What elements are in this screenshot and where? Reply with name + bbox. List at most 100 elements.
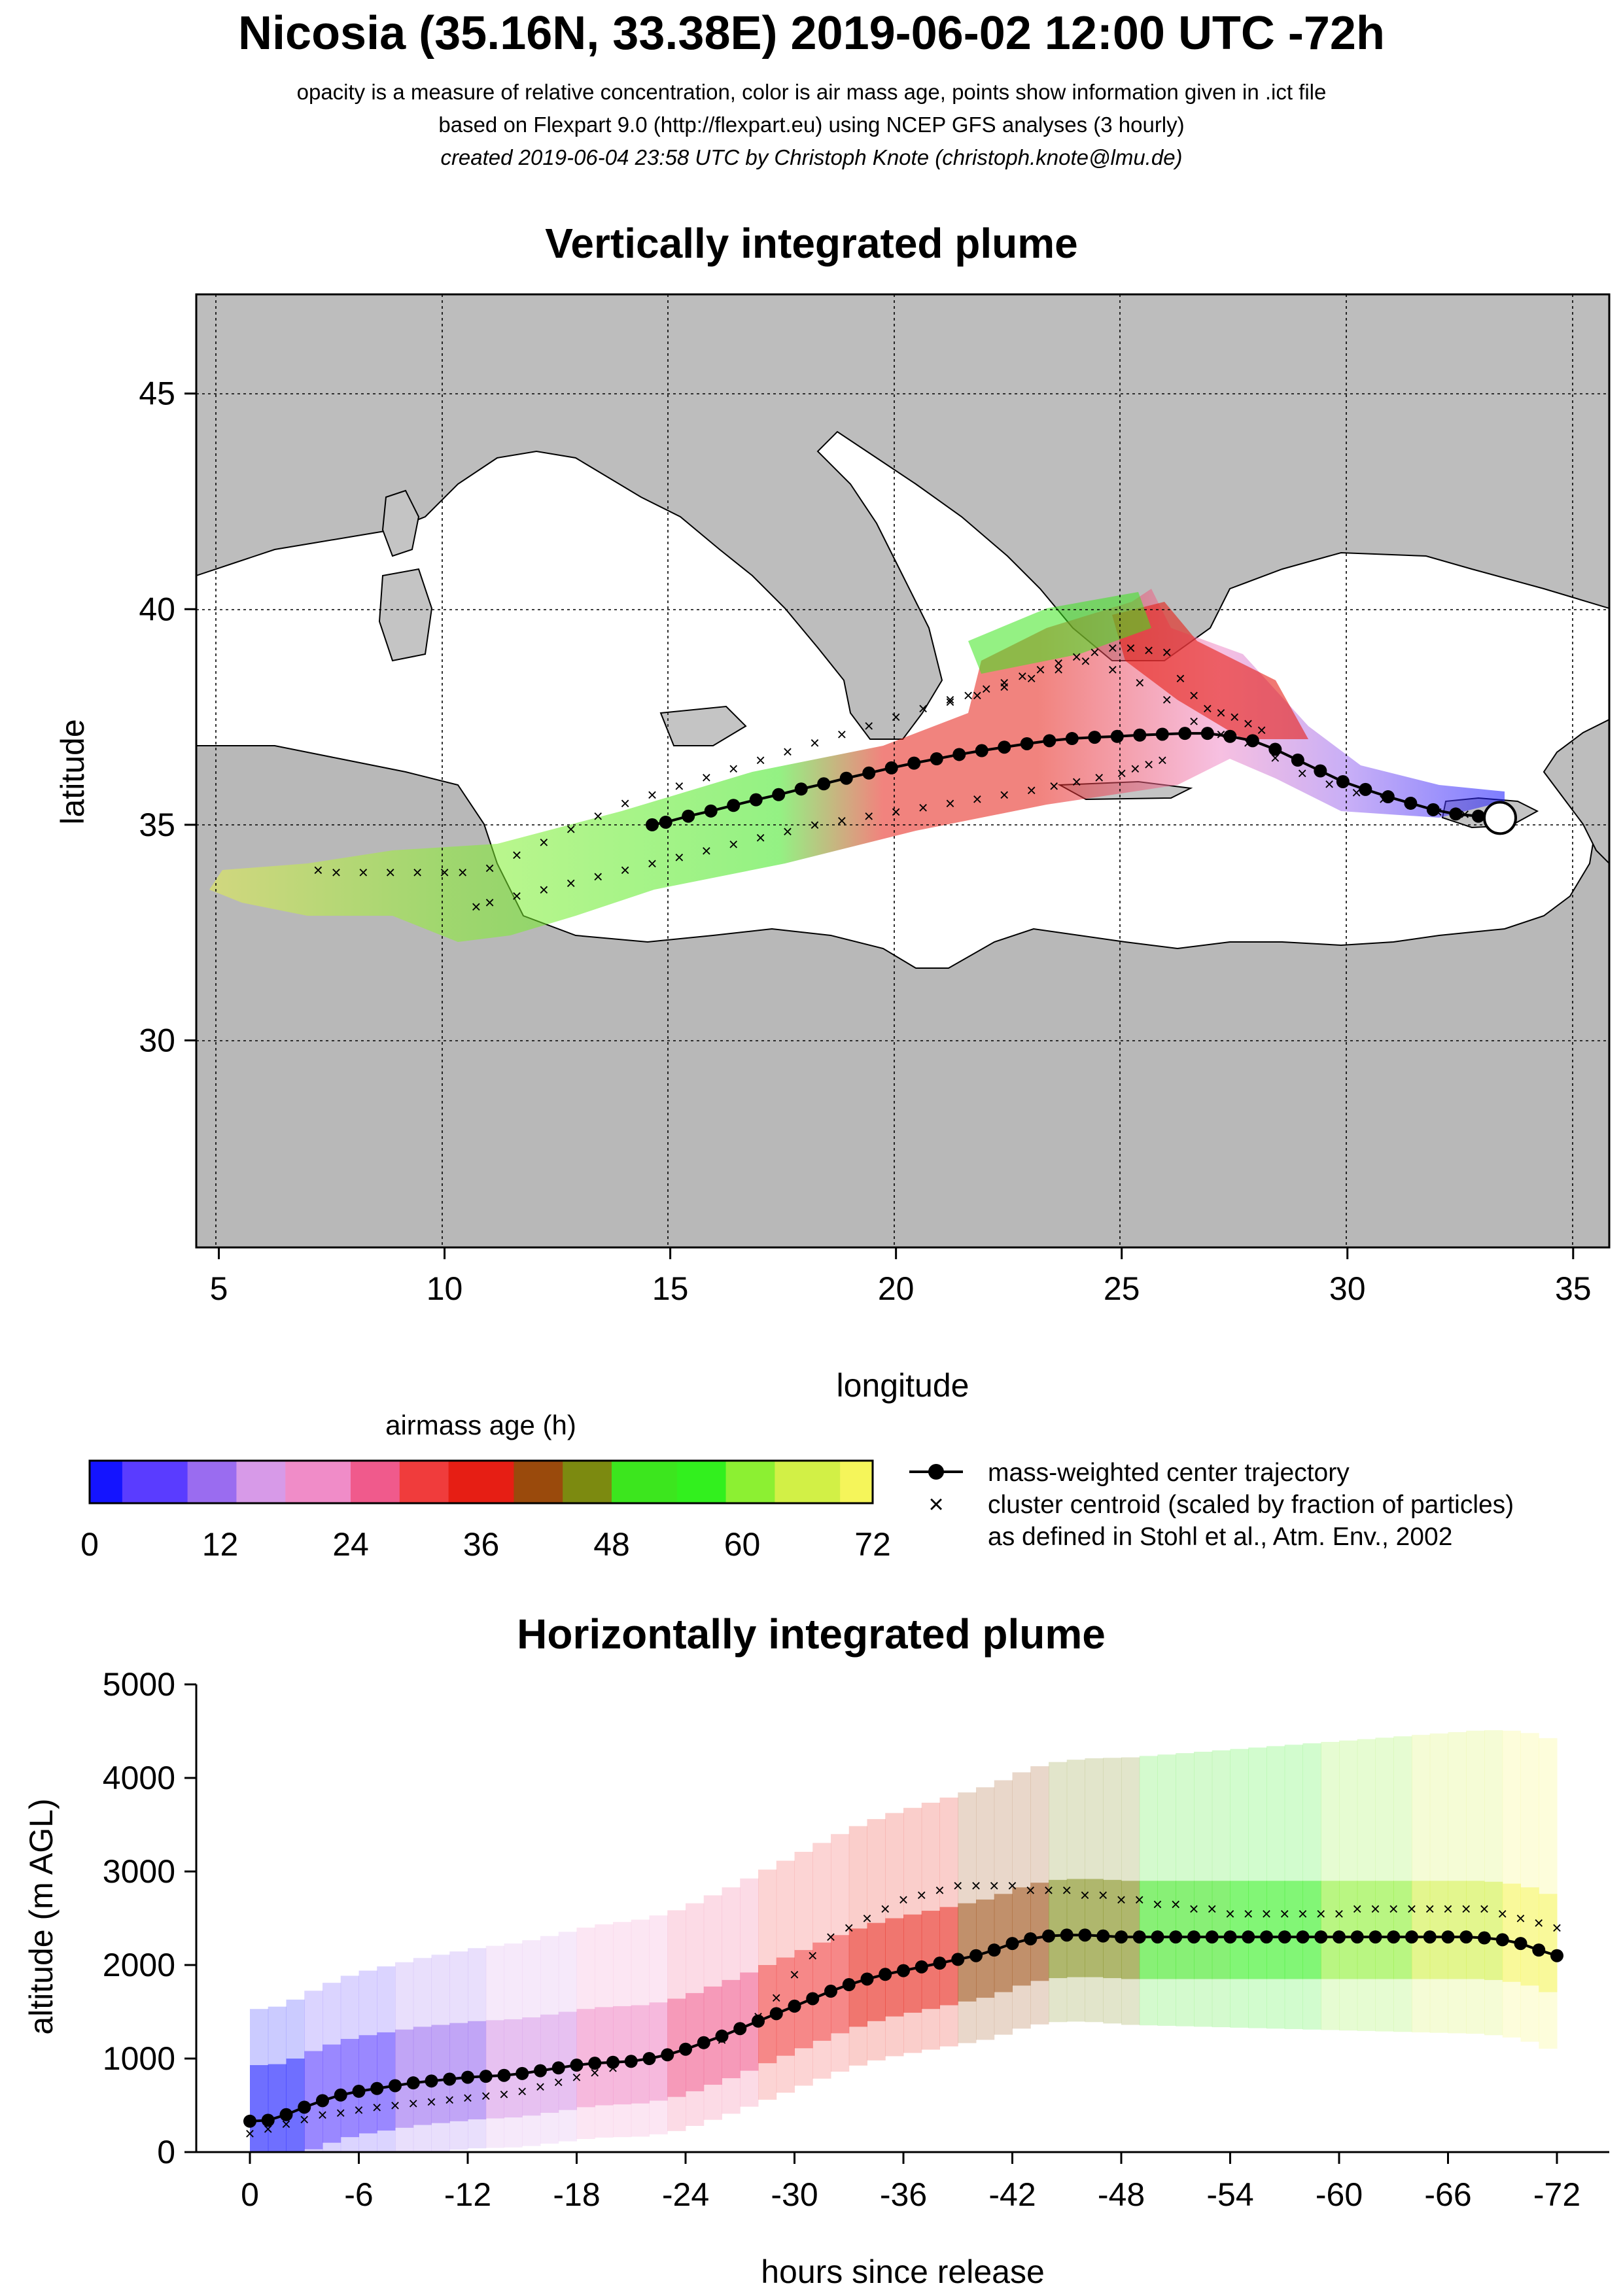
altitude-cluster-mark: × (245, 2123, 254, 2143)
altitude-core-column (1194, 1881, 1213, 1979)
map-cluster-mark: × (918, 699, 928, 718)
legend-reference: as defined in Stohl et al., Atm. Env., 2… (988, 1523, 1452, 1551)
map-cluster-mark: × (440, 862, 449, 882)
colorbar-cell (530, 1461, 547, 1503)
altitude-x-axis: 0 -6 -12 -18 -24 -30 -36 -42 -48 -54 -60 -66 -72 (241, 2152, 1580, 2213)
map-center-trajectory (645, 727, 1507, 831)
map-cluster-mark: × (358, 862, 368, 882)
altitude-cluster-mark: × (989, 1875, 999, 1895)
altitude-cluster-mark: × (1389, 1899, 1399, 1919)
altitude-center-point (679, 2042, 692, 2056)
colorbar-title: airmass age (h) (385, 1410, 576, 1440)
map-center-point (1155, 727, 1169, 741)
colorbar-tick-label: 0 (80, 1526, 99, 1563)
altitude-center-point (588, 2057, 602, 2070)
map-x-tick-label: 25 (1104, 1270, 1140, 1307)
altitude-cluster-mark: × (1043, 1881, 1053, 1900)
map-center-point (907, 756, 921, 770)
colorbar-tick-label: 60 (724, 1526, 761, 1563)
altitude-center-point (1369, 1930, 1382, 1944)
map-cluster-mark: × (1202, 699, 1212, 718)
colorbar-cell (775, 1461, 792, 1503)
altitude-x-tick-label: -30 (771, 2176, 818, 2213)
altitude-center-point (1078, 1928, 1092, 1942)
map-cluster-mark: × (674, 776, 684, 796)
map-cluster-mark: × (1230, 707, 1240, 727)
altitude-core-column (1520, 1887, 1539, 1986)
map-cluster-mark: × (729, 835, 739, 854)
altitude-center-point (1278, 1930, 1291, 1944)
altitude-cluster-mark: × (1153, 1894, 1162, 1914)
colorbar-cell (187, 1461, 205, 1503)
altitude-core-column (1429, 1881, 1448, 1979)
map-x-tick-label: 10 (427, 1270, 463, 1307)
map-center-point (1133, 728, 1147, 742)
map-x-tick-label: 15 (652, 1270, 689, 1307)
map-cluster-mark: × (539, 880, 549, 899)
altitude-x-tick-label: -36 (880, 2176, 927, 2213)
colorbar-cell (269, 1461, 286, 1503)
map-cluster-mark: × (566, 873, 576, 893)
altitude-cluster-mark: × (826, 1927, 835, 1947)
map-center-point (749, 793, 763, 807)
colorbar-frame (88, 1459, 874, 1505)
map-cluster-mark: × (981, 679, 991, 699)
altitude-core-column (1085, 1879, 1104, 1977)
altitude-x-tick-label: 0 (241, 2176, 259, 2213)
altitude-center-point (425, 2074, 438, 2088)
colorbar-cell (383, 1461, 400, 1503)
map-cluster-mark: × (1036, 660, 1045, 680)
map-cluster-mark: × (647, 785, 657, 805)
map-cluster-mark: × (1144, 640, 1154, 660)
subtitle-description: opacity is a measure of relative concent… (296, 80, 1327, 104)
map-center-point (704, 804, 718, 818)
map-center-point (1065, 732, 1079, 746)
map-cluster-mark: × (1189, 712, 1199, 731)
map-center-point (1381, 790, 1395, 804)
altitude-center-point (1205, 1930, 1219, 1944)
map-center-point (794, 782, 808, 796)
colorbar-cell (840, 1461, 857, 1503)
altitude-center-point (1459, 1930, 1473, 1944)
altitude-cluster-mark: × (1171, 1894, 1181, 1914)
altitude-cluster-mark: × (462, 2088, 472, 2108)
altitude-cluster-mark: × (916, 1885, 926, 1905)
altitude-y-tick-label: 4000 (103, 1760, 175, 1796)
altitude-x-tick-label: -18 (553, 2176, 600, 2213)
altitude-cluster-mark: × (553, 2072, 563, 2092)
map-center-point (1110, 729, 1124, 743)
altitude-core-column (1176, 1881, 1195, 1979)
altitude-center-point (806, 1992, 820, 2006)
map-cluster-mark: × (1325, 774, 1335, 793)
altitude-center-point (461, 2070, 474, 2084)
altitude-cluster-mark: × (771, 1988, 781, 2008)
altitude-center-point (261, 2113, 275, 2127)
map-center-point (817, 777, 831, 791)
altitude-center-point (1405, 1930, 1418, 1944)
map-center-point (1449, 807, 1463, 821)
altitude-center-point (1423, 1930, 1437, 1944)
altitude-x-tick-label: -24 (662, 2176, 709, 2213)
map-cluster-mark: × (1157, 750, 1167, 770)
altitude-center-point (1296, 1930, 1310, 1944)
altitude-core-column (1266, 1881, 1285, 1979)
altitude-x-tick-label: -12 (444, 2176, 491, 2213)
map-center-point (727, 799, 741, 812)
colorbar-cell (203, 1461, 221, 1503)
colorbar-cell (627, 1461, 645, 1503)
colorbar-tick-label: 72 (854, 1526, 891, 1563)
altitude-center-point (860, 1972, 874, 1986)
altitude-cluster-mark: × (1443, 1899, 1453, 1919)
map-cluster-mark: × (593, 807, 603, 826)
map-cluster-mark: × (756, 750, 765, 770)
altitude-center-point (642, 2052, 656, 2065)
altitude-center-point (715, 2029, 729, 2043)
altitude-center-point (769, 2007, 783, 2021)
altitude-core-column (485, 2020, 504, 2119)
altitude-center-point (570, 2059, 584, 2072)
map-cluster-mark: × (566, 820, 576, 839)
altitude-center-point (1005, 1937, 1019, 1951)
altitude-cluster-mark: × (317, 2105, 327, 2125)
altitude-center-point (298, 2100, 311, 2114)
map-cluster-mark: × (1026, 669, 1036, 688)
